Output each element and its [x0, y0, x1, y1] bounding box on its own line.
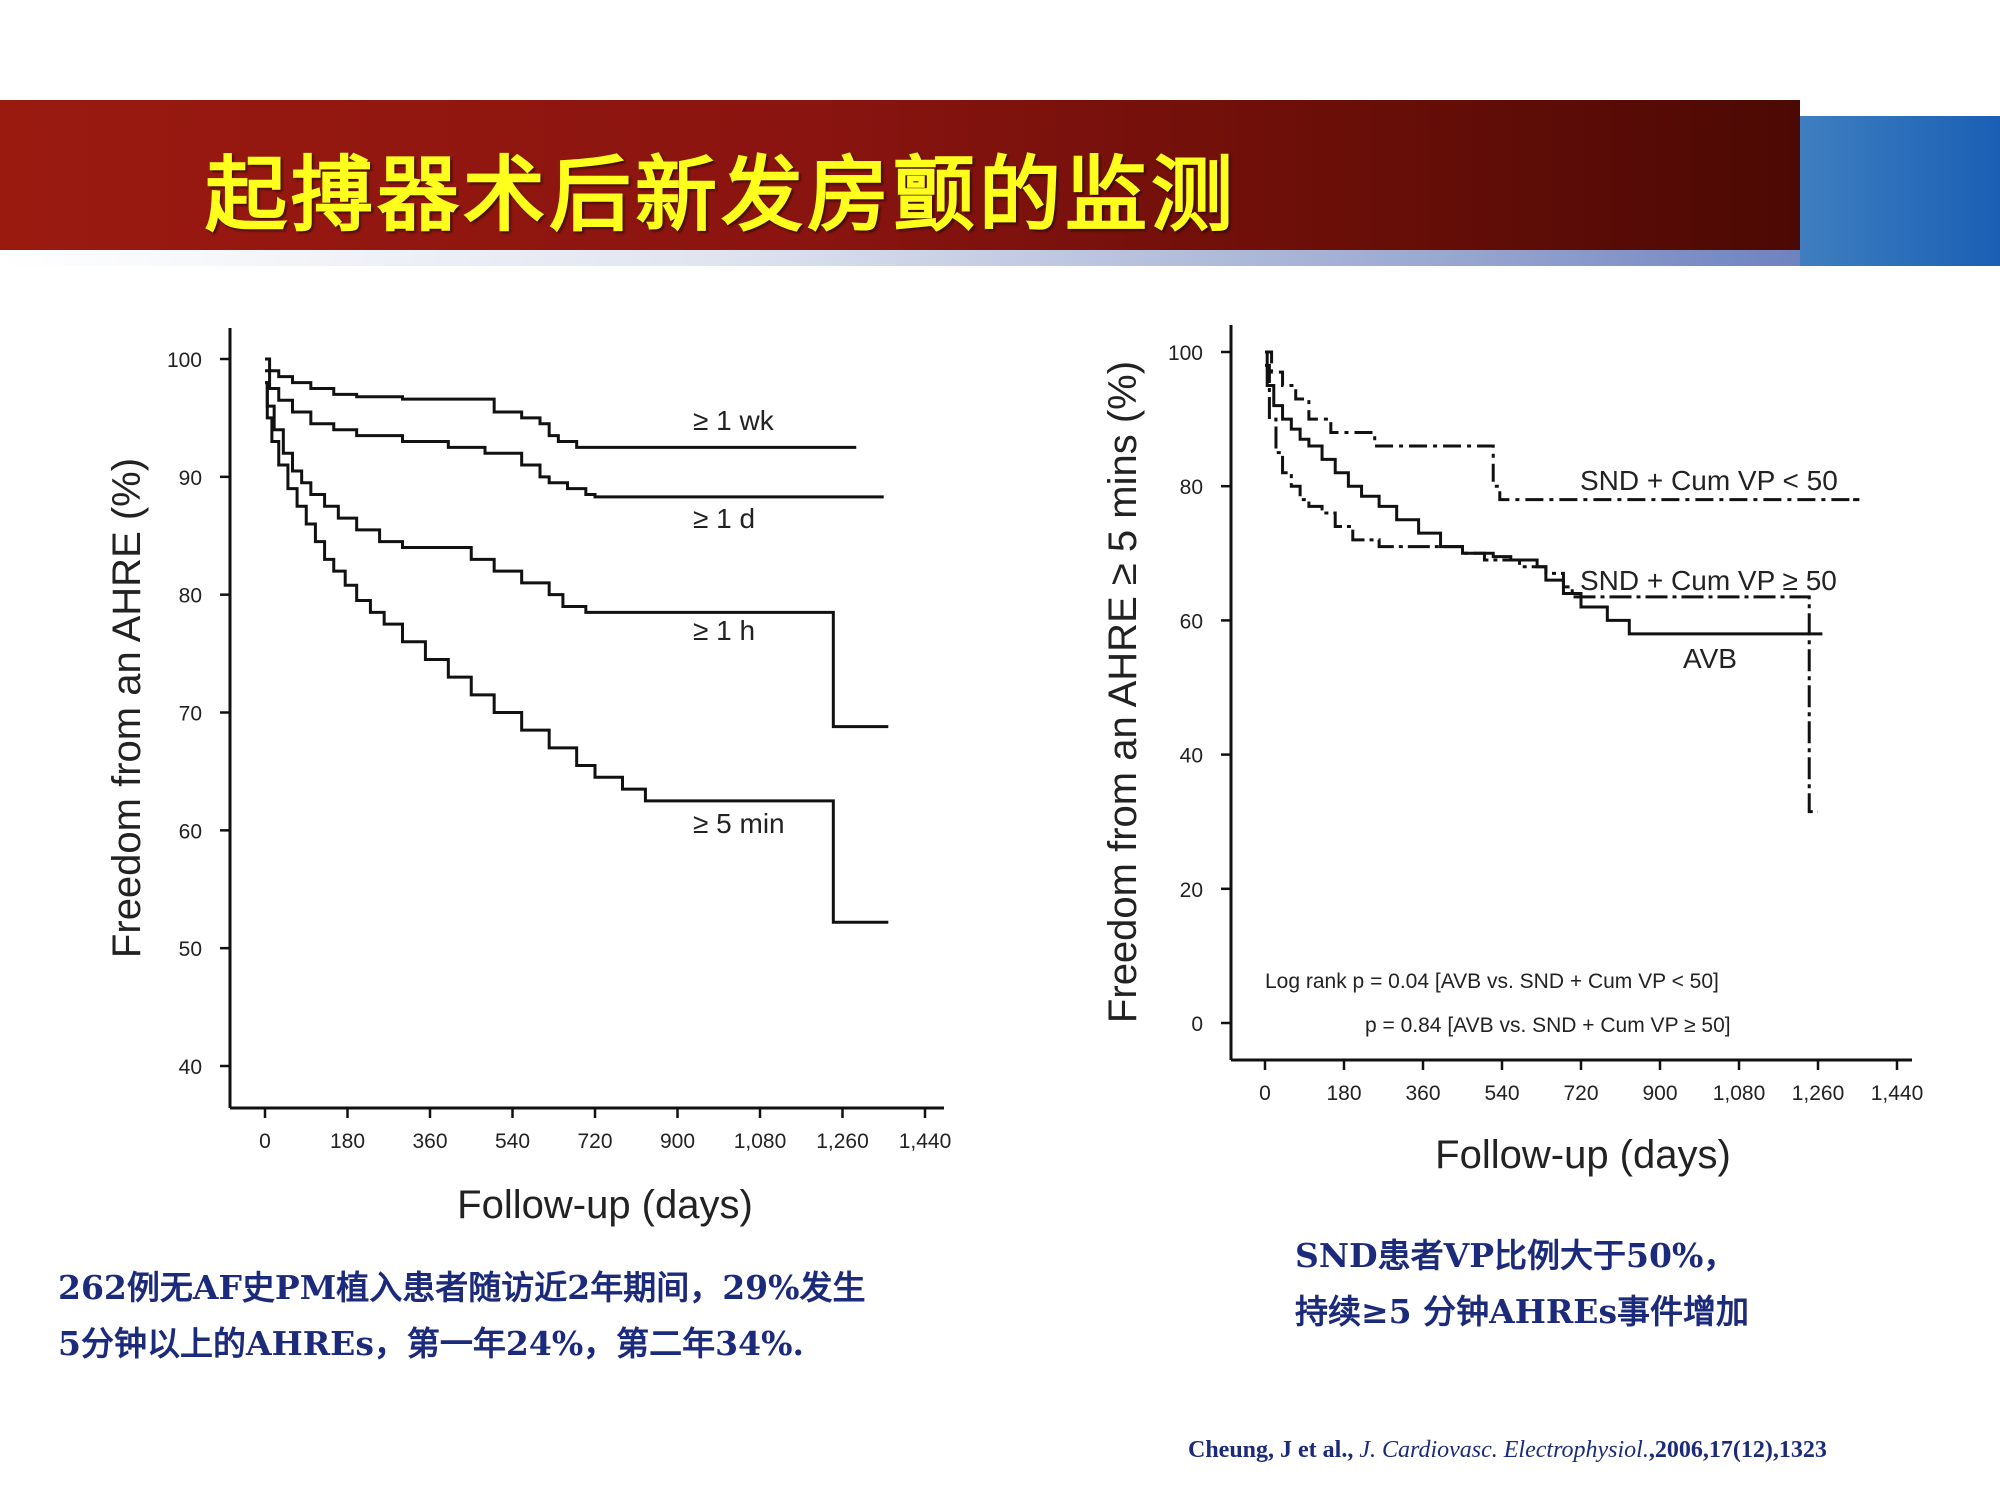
title-band	[0, 100, 1800, 250]
accent-block	[1800, 116, 2000, 266]
x-tick-label: 1,080	[734, 1130, 787, 1153]
caption-left: 262例无AF史PM植入患者随访近2年期间，29%发生 5分钟以上的AHREs，…	[58, 1260, 866, 1372]
chart-right-labels: 0 180 360 540 720 900 1,080 1,260 1,440 0 20 40 60 80…	[1101, 342, 1923, 1177]
chart-left-series	[265, 357, 889, 924]
chart-vp-subgroups: 0 180 360 540 720 900 1,080 1,260 1,440 0 20 40 60 80…	[1101, 325, 1923, 1177]
series-line	[1265, 350, 1823, 636]
citation-journal: J. Cardiovasc. Electrophysiol.	[1359, 1437, 1649, 1463]
x-tick-label: 540	[495, 1130, 530, 1153]
chart-right-axes	[1221, 325, 1912, 1070]
series-label: ≥ 1 wk	[693, 405, 775, 436]
series-line	[265, 369, 884, 499]
y-tick-label: 40	[1180, 745, 1203, 768]
y-tick-label: 90	[179, 467, 202, 490]
x-tick-label: 1,080	[1713, 1082, 1766, 1105]
y-tick-label: 80	[1180, 476, 1203, 499]
y-tick-label: 100	[167, 349, 202, 372]
x-axis-title: Follow-up (days)	[1435, 1133, 1731, 1177]
x-tick-label: 720	[1563, 1082, 1598, 1105]
title-underline	[0, 250, 1800, 266]
x-tick-label: 180	[330, 1130, 365, 1153]
x-axis-title: Follow-up (days)	[457, 1183, 753, 1227]
x-tick-label: 720	[577, 1130, 612, 1153]
series-line	[265, 381, 889, 924]
x-tick-label: 540	[1484, 1082, 1519, 1105]
series-label: SND + Cum VP ≥ 50	[1580, 565, 1837, 596]
x-tick-label: 180	[1326, 1082, 1361, 1105]
y-axis-title: Freedom from an AHRE ≥ 5 mins (%)	[1101, 361, 1145, 1023]
y-tick-label: 40	[179, 1056, 202, 1079]
series-label: ≥ 1 h	[693, 615, 755, 646]
chart-right-series	[1265, 350, 1862, 814]
x-tick-label: 900	[660, 1130, 695, 1153]
x-tick-label: 360	[1405, 1082, 1440, 1105]
x-tick-label: 1,440	[1871, 1082, 1924, 1105]
y-tick-label: 60	[1180, 610, 1203, 633]
slide-title: 起搏器术后新发房颤的监测	[205, 147, 1238, 243]
citation-authors: Cheung, J et al.,	[1188, 1437, 1354, 1463]
citation-details: ,2006,17(12),1323	[1648, 1437, 1827, 1463]
x-tick-label: 0	[1259, 1082, 1271, 1105]
caption-right-line-2: 持续≥5 分钟AHREs事件增加	[1295, 1292, 1750, 1331]
y-tick-label: 100	[1168, 342, 1203, 365]
caption-right-line-1: SND患者VP比例大于50%，	[1295, 1236, 1737, 1275]
y-tick-label: 50	[179, 938, 202, 961]
y-tick-label: 70	[179, 703, 202, 726]
y-tick-label: 80	[179, 585, 202, 608]
series-line	[265, 381, 889, 729]
series-label: AVB	[1683, 643, 1737, 674]
citation: Cheung, J et al., J. Cardiovasc. Electro…	[1188, 1437, 1827, 1464]
chart-left-axes	[220, 328, 944, 1118]
x-tick-label: 1,260	[816, 1130, 869, 1153]
series-line	[1265, 363, 1818, 814]
x-tick-label: 1,440	[899, 1130, 952, 1153]
series-label: ≥ 1 d	[693, 503, 755, 534]
caption-left-line-1: 262例无AF史PM植入患者随访近2年期间，29%发生	[58, 1268, 866, 1307]
y-tick-label: 20	[1180, 879, 1203, 902]
y-axis-title: Freedom from an AHRE (%)	[105, 458, 149, 958]
annotation-text: Log rank p = 0.04 [AVB vs. SND + Cum VP …	[1265, 970, 1719, 993]
chart-ahre-duration: 0 180 360 540 720 900 1,080 1,260 1,440 40 50 60 70 8…	[105, 328, 951, 1227]
x-tick-label: 0	[259, 1130, 271, 1153]
series-line	[1265, 350, 1862, 502]
y-tick-label: 60	[179, 820, 202, 843]
x-tick-label: 1,260	[1792, 1082, 1845, 1105]
caption-left-line-2: 5分钟以上的AHREs，第一年24%，第二年34%.	[58, 1324, 804, 1363]
chart-left-labels: 0 180 360 540 720 900 1,080 1,260 1,440 40 50 60 70 8…	[105, 349, 951, 1227]
series-label: ≥ 5 min	[693, 808, 785, 839]
series-label: SND + Cum VP < 50	[1580, 465, 1838, 496]
annotation-text: p = 0.84 [AVB vs. SND + Cum VP ≥ 50]	[1365, 1014, 1731, 1037]
x-tick-label: 900	[1642, 1082, 1677, 1105]
caption-right: SND患者VP比例大于50%， 持续≥5 分钟AHREs事件增加	[1295, 1228, 1749, 1340]
y-tick-label: 0	[1191, 1013, 1203, 1036]
series-line	[265, 357, 857, 449]
x-tick-label: 360	[412, 1130, 447, 1153]
